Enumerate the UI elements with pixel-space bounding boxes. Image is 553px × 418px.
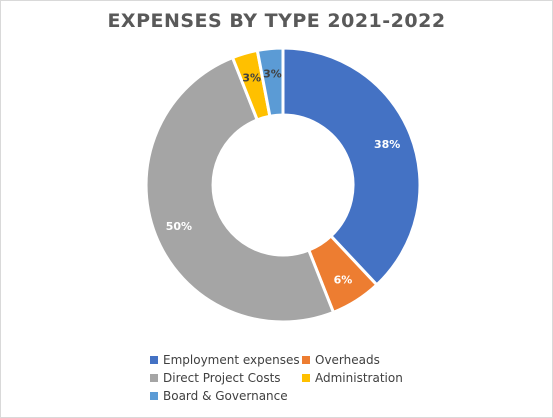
- slice-label-4: 3%: [263, 67, 282, 80]
- slice-label-3: 3%: [242, 71, 261, 84]
- legend-swatch-2: [150, 373, 158, 382]
- legend-label-1: Overheads: [315, 352, 380, 367]
- slice-4: [255, 46, 285, 118]
- legend-swatch-4: [150, 391, 158, 400]
- legend-item-1: Overheads: [302, 352, 422, 367]
- legend-item-2: Direct Project Costs: [150, 370, 302, 385]
- legend-label-0: Employment expenses: [163, 352, 300, 367]
- legend-item-0: Employment expenses: [150, 352, 302, 367]
- legend-item-4: Board & Governance: [150, 388, 302, 403]
- legend-label-2: Direct Project Costs: [163, 370, 281, 385]
- slice-2: [144, 55, 336, 324]
- legend-item-3: Administration: [302, 370, 422, 385]
- legend-label-3: Administration: [315, 370, 403, 385]
- slice-label-0: 38%: [374, 138, 400, 151]
- slice-label-1: 6%: [334, 274, 353, 287]
- slice-0: [281, 46, 422, 287]
- legend-swatch-1: [302, 355, 310, 364]
- legend-swatch-3: [302, 373, 310, 382]
- chart-title: EXPENSES BY TYPE 2021-2022: [107, 10, 446, 32]
- slice-label-2: 50%: [166, 220, 192, 233]
- legend-label-4: Board & Governance: [163, 388, 288, 403]
- legend: Employment expenses Overheads Direct Proje…: [150, 352, 422, 403]
- legend-swatch-0: [150, 355, 158, 364]
